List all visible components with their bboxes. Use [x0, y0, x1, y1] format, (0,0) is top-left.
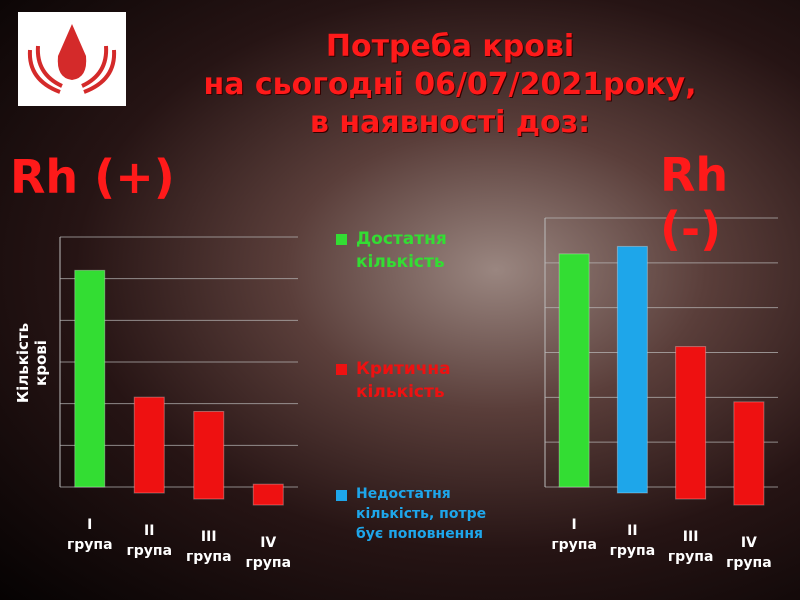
logo-drop: [57, 24, 87, 80]
title-line: на сьогодні 06/07/2021року,: [203, 67, 697, 102]
bar: [252, 483, 284, 506]
x-tick-label: IV група: [726, 535, 772, 571]
x-tick-label: I група: [551, 517, 597, 553]
title: Потреба крові на сьогодні 06/07/2021року,…: [150, 28, 750, 142]
bar: [193, 411, 225, 500]
chart-title: Rh (-): [660, 148, 729, 256]
legend-label: Критична кількість: [356, 359, 451, 402]
x-tick-label: IV група: [245, 535, 292, 571]
x-tick-label: I група: [66, 517, 113, 553]
bar: [133, 396, 165, 494]
x-tick-label: II група: [609, 523, 656, 559]
title-line: Потреба крові: [325, 29, 575, 64]
bar: [74, 269, 106, 488]
legend-label: Недостатня кількість, потре бує поповнен…: [356, 486, 487, 542]
chart-title: Rh (+): [10, 150, 175, 204]
legend-swatch: [336, 364, 347, 375]
y-axis-label: Кількість крові: [14, 322, 50, 404]
logo-hands: [27, 45, 117, 94]
x-tick-label: III група: [667, 529, 714, 565]
bar: [675, 346, 707, 500]
bar: [616, 245, 648, 494]
legend-swatch: [336, 234, 347, 245]
x-tick-label: III група: [185, 529, 232, 565]
legend-label: Достатня кількість: [356, 229, 447, 272]
x-tick-label: II група: [126, 523, 173, 559]
bar: [558, 253, 590, 488]
title-line: в наявності доз:: [309, 105, 591, 140]
legend-swatch: [336, 490, 347, 501]
bar: [733, 401, 765, 506]
